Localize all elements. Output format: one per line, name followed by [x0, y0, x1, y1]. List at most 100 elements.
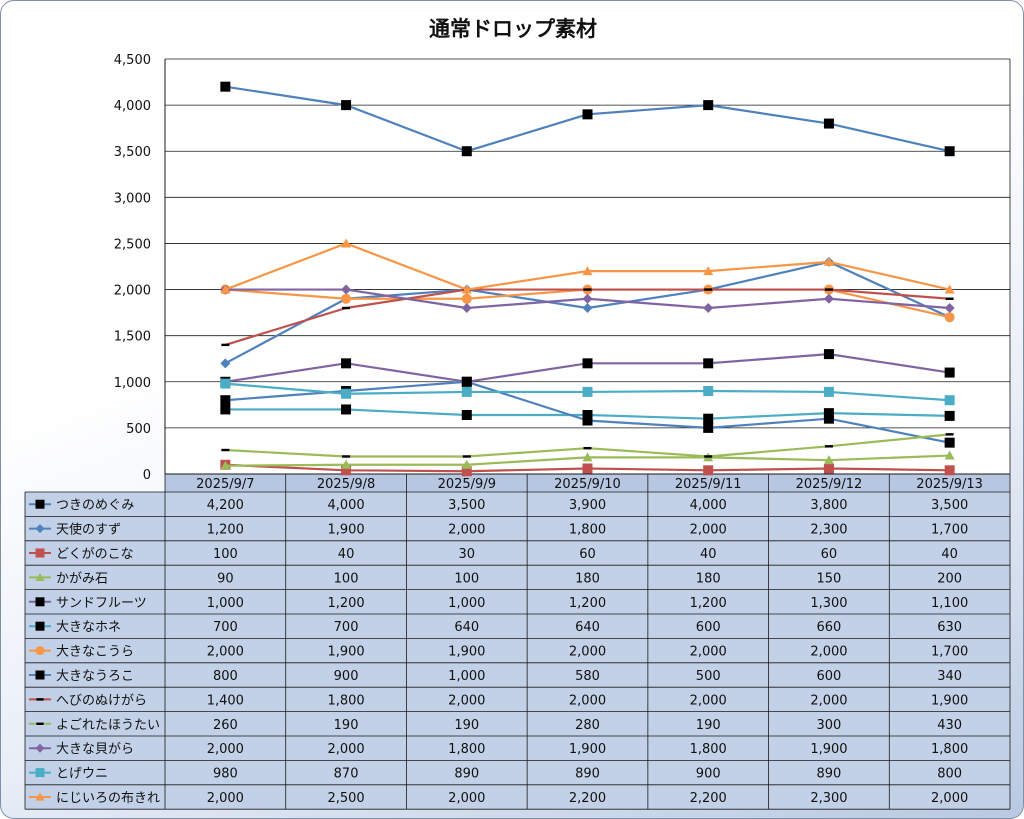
data-label: 1,700 [931, 523, 968, 538]
category-label: 2025/9/11 [675, 477, 742, 492]
category-label: 2025/9/10 [554, 477, 621, 492]
y-tick-label: 1,500 [114, 330, 151, 345]
data-label: 2,300 [810, 791, 847, 806]
data-point [341, 459, 352, 469]
data-label: 1,800 [327, 693, 364, 708]
data-point [944, 410, 955, 421]
series-13 [220, 238, 955, 294]
data-label: 800 [937, 767, 962, 782]
data-point [703, 266, 714, 276]
data-point [823, 413, 834, 424]
data-point [583, 288, 592, 291]
data-point [944, 437, 955, 448]
data-point [220, 404, 231, 415]
data-label: 2,000 [931, 791, 968, 806]
table-row: にじいろの布きれ 2,000 2,500 2,000 2,200 2,200 2,300 2,… [29, 791, 968, 806]
data-point [703, 386, 714, 396]
data-point [944, 465, 955, 476]
data-point [944, 284, 955, 294]
legend-key-marker [35, 768, 45, 778]
data-label: 60 [579, 547, 596, 562]
series-name: 大きなホネ [56, 620, 121, 635]
data-label: 1,100 [931, 596, 968, 611]
data-label: 1,200 [569, 596, 606, 611]
legend-key-marker [35, 670, 45, 680]
series-name: かがみ石 [56, 571, 108, 586]
data-point [703, 465, 714, 476]
data-point [582, 386, 593, 397]
data-point [342, 306, 351, 310]
data-label: 600 [817, 669, 842, 684]
table-row: つきのめぐみ 4,200 4,000 3,500 3,900 4,000 3,800 3,50… [29, 498, 968, 513]
data-point [944, 450, 955, 460]
data-label: 4,000 [327, 498, 364, 513]
data-label: 1,900 [327, 645, 364, 660]
table-row: 大きなホネ 700 700 640 640 600 660 630 [29, 620, 962, 635]
data-label: 2,000 [569, 645, 606, 660]
table-row: とげウニ 980 870 890 890 900 890 800 [29, 767, 962, 782]
data-point [582, 409, 593, 420]
data-point [823, 256, 834, 266]
data-label: 1,200 [327, 596, 364, 611]
data-label: 1,200 [690, 596, 727, 611]
data-label: 1,300 [810, 596, 847, 611]
data-point [823, 455, 834, 465]
y-tick-label: 4,500 [114, 53, 151, 68]
data-point [823, 463, 834, 474]
data-label: 4,200 [207, 498, 244, 513]
data-label: 2,200 [690, 791, 727, 806]
table-header-bg [165, 474, 1010, 492]
table-row: サンドフルーツ 1,000 1,200 1,000 1,200 1,200 1,300 1,1… [29, 596, 968, 611]
data-point [461, 293, 472, 304]
data-point [824, 445, 833, 448]
data-point [945, 433, 954, 436]
data-label: 1,200 [207, 523, 244, 538]
data-label: 430 [937, 718, 962, 733]
data-point [461, 409, 472, 420]
data-label: 1,800 [931, 742, 968, 757]
series-name: サンドフルーツ [56, 596, 147, 611]
category-label: 2025/9/13 [916, 477, 983, 492]
data-point [823, 408, 834, 419]
data-point [823, 349, 834, 360]
table-row: よごれたほうたい 260 190 190 280 190 300 430 [29, 717, 962, 733]
series-name: にじいろの布きれ [56, 791, 160, 806]
data-label: 890 [454, 767, 479, 782]
data-point [703, 422, 714, 433]
data-label: 1,800 [448, 742, 485, 757]
data-point [461, 376, 472, 387]
data-point [582, 358, 593, 369]
data-label: 30 [459, 547, 476, 562]
data-label: 2,200 [569, 791, 606, 806]
data-label: 1,900 [327, 523, 364, 538]
data-point [944, 367, 955, 378]
data-point [461, 466, 472, 477]
y-tick-label: 0 [143, 468, 151, 483]
data-label: 1,000 [448, 669, 485, 684]
data-point [944, 395, 955, 406]
data-label: 200 [937, 571, 962, 586]
data-point [220, 81, 231, 92]
table-row: 大きなこうら 2,000 1,900 1,900 2,000 2,000 2,000 1,70… [29, 645, 968, 660]
series-name: 大きなうろこ [56, 669, 134, 684]
data-label: 1,000 [448, 596, 485, 611]
data-label: 580 [575, 669, 600, 684]
data-point [704, 455, 713, 458]
data-point [461, 146, 472, 157]
series-10 [221, 433, 954, 458]
series-name: よごれたほうたい [56, 717, 160, 733]
y-tick-label: 2,000 [114, 284, 151, 299]
legend-key-marker [35, 646, 45, 656]
series-1 [220, 81, 955, 157]
data-point [944, 303, 955, 313]
data-point [703, 358, 714, 369]
table-row: へびのぬけがら 1,400 1,800 2,000 2,000 2,000 2,000 1,9… [29, 693, 968, 708]
data-point [704, 288, 713, 291]
data-point [582, 266, 593, 276]
data-label: 500 [696, 669, 721, 684]
data-point [944, 312, 955, 323]
data-label: 2,000 [448, 523, 485, 538]
data-point [462, 455, 471, 458]
data-label: 1,900 [569, 742, 606, 757]
